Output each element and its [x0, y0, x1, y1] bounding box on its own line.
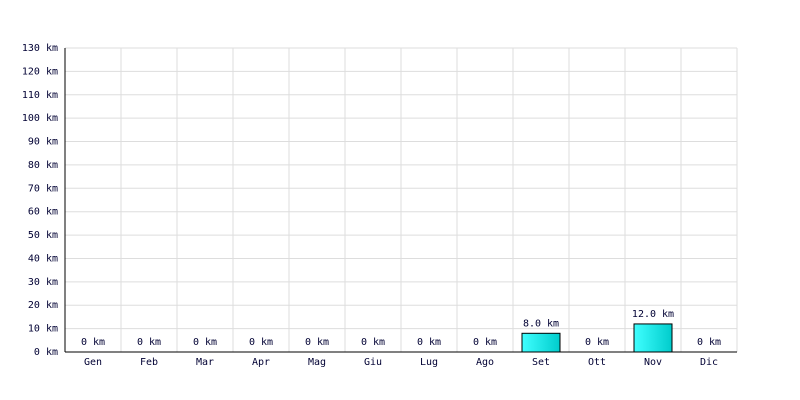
y-tick-label: 130 km	[22, 43, 58, 54]
value-label: 0 km	[473, 337, 497, 348]
x-tick-label: Apr	[252, 357, 270, 368]
x-tick-label: Mag	[308, 357, 326, 368]
y-tick-label: 120 km	[22, 66, 58, 77]
x-tick-label: Feb	[140, 357, 158, 368]
value-label: 0 km	[697, 337, 721, 348]
x-tick-label: Mar	[196, 357, 214, 368]
y-tick-label: 80 km	[28, 160, 58, 171]
x-tick-label: Ott	[588, 357, 606, 368]
y-tick-label: 70 km	[28, 183, 58, 194]
bar	[633, 323, 673, 353]
x-tick-label: Dic	[700, 357, 718, 368]
y-tick-label: 40 km	[28, 253, 58, 264]
x-tick-label: Set	[532, 357, 550, 368]
x-tick-label: Gen	[84, 357, 102, 368]
value-label: 0 km	[81, 337, 105, 348]
value-label: 0 km	[137, 337, 161, 348]
y-tick-label: 90 km	[28, 137, 58, 148]
x-tick-label: Nov	[644, 357, 662, 368]
value-label: 0 km	[361, 337, 385, 348]
x-tick-label: Ago	[476, 357, 494, 368]
value-label: 0 km	[193, 337, 217, 348]
x-tick-label: Lug	[420, 357, 438, 368]
value-label: 0 km	[305, 337, 329, 348]
y-tick-label: 0 km	[34, 347, 58, 358]
y-tick-label: 60 km	[28, 207, 58, 218]
y-tick-label: 50 km	[28, 230, 58, 241]
y-tick-label: 10 km	[28, 324, 58, 335]
bar	[521, 332, 561, 353]
y-tick-label: 30 km	[28, 277, 58, 288]
value-label: 0 km	[417, 337, 441, 348]
y-tick-label: 110 km	[22, 90, 58, 101]
value-label: 0 km	[249, 337, 273, 348]
x-tick-label: Giu	[364, 357, 382, 368]
value-label: 12.0 km	[632, 309, 674, 320]
y-tick-label: 20 km	[28, 300, 58, 311]
value-label: 0 km	[585, 337, 609, 348]
value-label: 8.0 km	[523, 318, 559, 329]
y-tick-label: 100 km	[22, 113, 58, 124]
